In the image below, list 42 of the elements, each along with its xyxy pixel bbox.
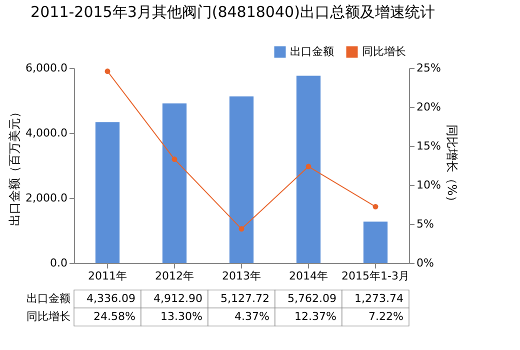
x-tick-label: 2014年 [289,270,328,282]
text: 同比增长 [26,310,70,323]
x-tick-label: 2011年 [88,270,127,282]
y2-tick-label: 10% [416,178,441,192]
y-tick-label: 2,000.0 [26,192,68,204]
y2-tick-label: 0% [416,256,434,270]
y2-tick-label: 15% [416,140,441,152]
data-label: 24.58% [94,310,136,323]
y-tick-label: 4,000.0 [26,126,68,140]
data-label: 4,336.09 [86,292,136,305]
data-label: 7.22% [368,310,404,323]
legend-label: 同比增长 [362,45,406,58]
data-label: 12.37% [294,310,336,323]
point [372,204,378,210]
y-tick-label: 0.0 [50,256,68,270]
y2-tick-label: 25% [416,62,441,74]
data-label: 1,273.74 [354,292,404,305]
bar [229,96,254,263]
text: 出口金额 [26,292,70,305]
legend-label: 出口金额 [290,45,334,58]
bar [296,76,321,263]
data-label: 4,912.90 [154,292,202,305]
point [172,156,178,162]
x-tick-label: 2015年1-3月 [342,270,410,282]
data-label: 13.30% [160,310,202,323]
bar [95,122,120,263]
data-label: 4.37% [234,310,270,323]
y2-tick-label: 5% [416,218,434,230]
data-label: 5,762.09 [288,292,336,305]
bar [162,103,187,263]
y2-tick-label: 20% [416,100,441,114]
data-label: 5,127.72 [220,292,270,305]
chart-title: 2011-2015年3月其他阀门(84818040)出口总额及增速统计 [30,3,435,21]
bar [363,222,388,263]
y-axis-title: 出口金额（百万美元） [8,106,22,226]
x-tick-label: 2012年 [155,270,194,282]
x-tick-label: 2013年 [222,270,261,282]
point [306,164,312,170]
y-tick-label: 6,000.0 [26,62,68,74]
y2-axis-title: 同比增长（%） [444,124,459,208]
point [104,68,110,74]
point [238,226,244,232]
